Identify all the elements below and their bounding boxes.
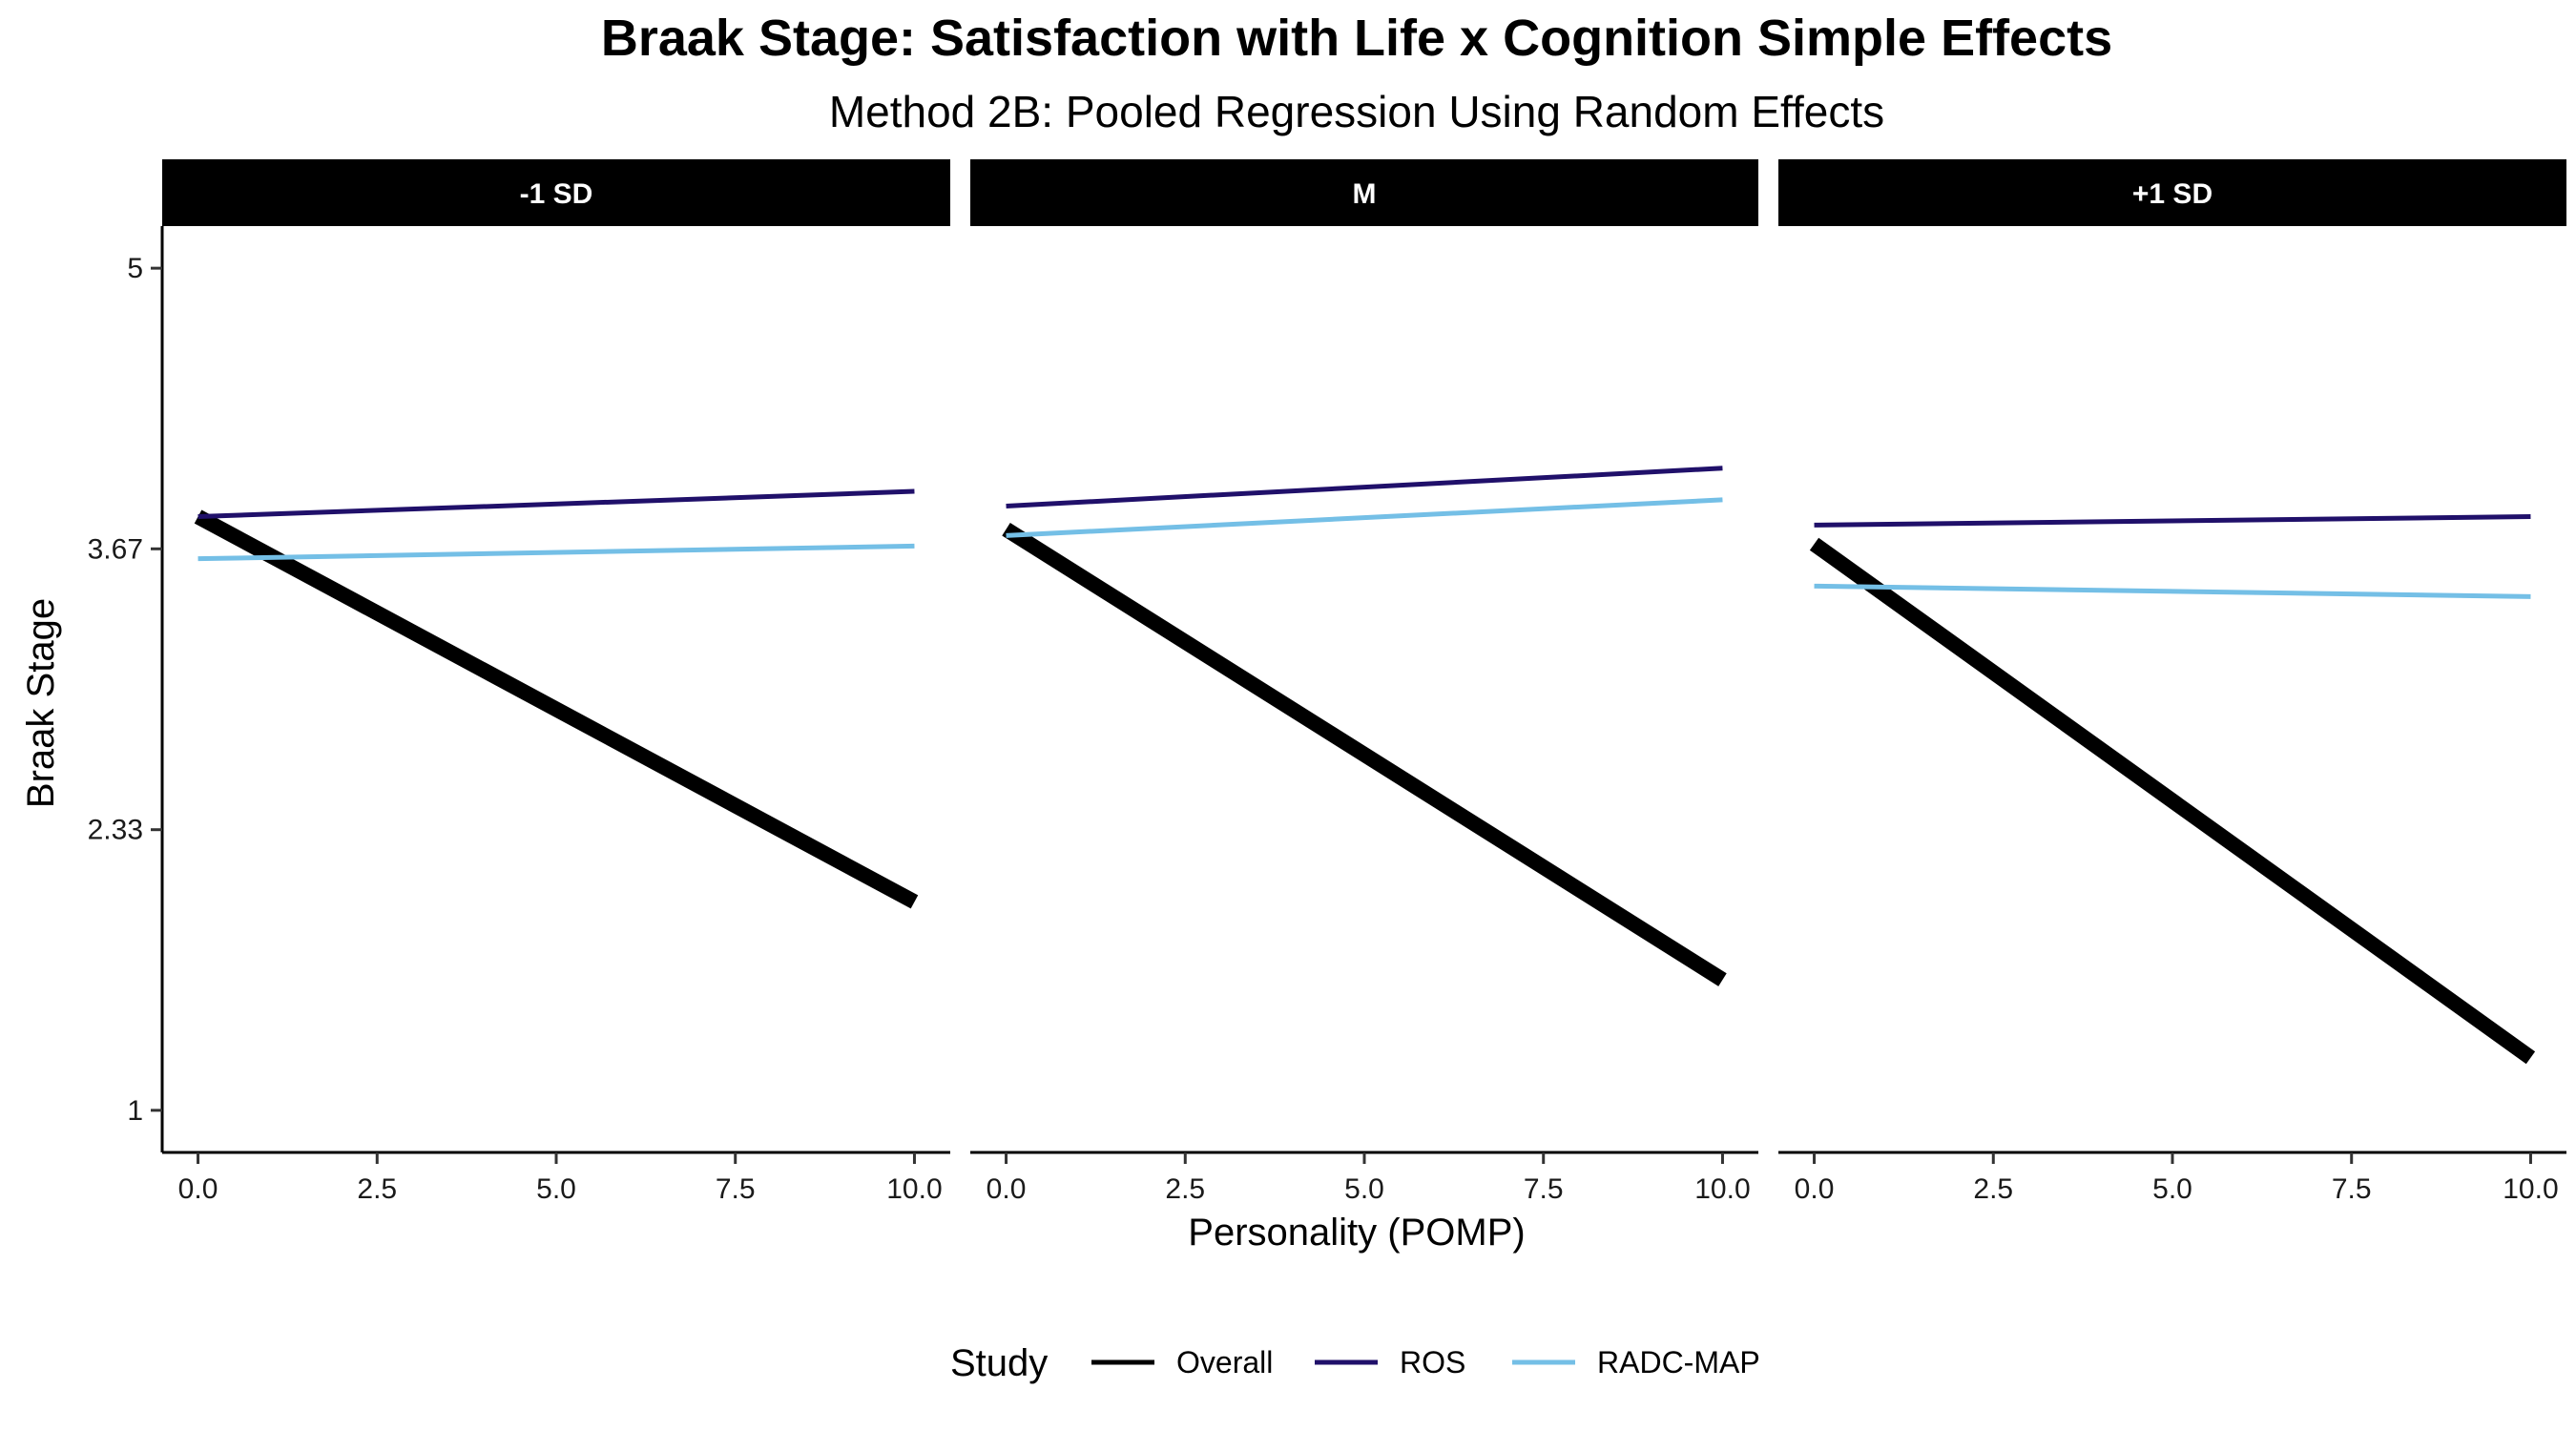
facet-panel: -1 SD 0.0 2.5 5.0 7.5 10.0 <box>162 159 950 1205</box>
y-tick-label: 3.67 <box>88 533 143 565</box>
y-tick-label: 2.33 <box>88 815 143 846</box>
x-axis-title: Personality (POMP) <box>1188 1212 1525 1254</box>
series-line-radc-map <box>197 543 915 562</box>
x-tick-label: 0.0 <box>987 1173 1027 1205</box>
x-tick-label: 0.0 <box>178 1173 218 1205</box>
series-line-ros <box>197 488 915 520</box>
series-line-overall <box>1002 523 1727 986</box>
legend: Study Overall ROS RADC-MAP <box>950 1342 1760 1384</box>
y-tick-label: 5 <box>127 253 143 284</box>
facet-strip <box>1778 159 2566 226</box>
series-line-radc-map <box>1006 497 1723 538</box>
series-line-radc-map <box>1814 583 2531 599</box>
series-line-ros <box>1006 466 1723 509</box>
y-axis-title: Braak Stage <box>20 598 62 808</box>
chart-title: Braak Stage: Satisfaction with Life x Co… <box>601 10 2112 67</box>
x-tick-label: 10.0 <box>2503 1173 2558 1205</box>
x-tick-label: 7.5 <box>2332 1173 2372 1205</box>
facet-strip <box>970 159 1758 226</box>
legend-label: Overall <box>1176 1345 1273 1379</box>
facet-strip-label: M <box>1353 178 1377 210</box>
x-tick-label: 2.5 <box>1165 1173 1205 1205</box>
facet-strip <box>162 159 950 226</box>
x-tick-label: 5.0 <box>2152 1173 2192 1205</box>
y-axis: 1 2.33 3.67 5 <box>88 226 164 1152</box>
facet-panels: -1 SD0.0 2.5 5.0 7.5 10.0M0.0 2.5 5.0 7.5 10.0+1… <box>162 159 2566 1205</box>
x-tick-label: 2.5 <box>357 1173 397 1205</box>
x-tick-label: 0.0 <box>1795 1173 1835 1205</box>
series-line-overall <box>194 509 919 909</box>
series-line-overall <box>1809 537 2536 1065</box>
x-tick-label: 2.5 <box>1973 1173 2013 1205</box>
facet-panel: +1 SD 0.0 2.5 5.0 7.5 10.0 <box>1778 159 2566 1205</box>
facet-strip-label: +1 SD <box>2132 178 2212 210</box>
facet-panel: M 0.0 2.5 5.0 7.5 10.0 <box>970 159 1758 1205</box>
x-tick-label: 10.0 <box>1694 1173 1750 1205</box>
facet-strip-label: -1 SD <box>520 178 593 210</box>
series-line-ros <box>1814 514 2531 528</box>
x-tick-label: 5.0 <box>536 1173 576 1205</box>
x-tick-label: 5.0 <box>1344 1173 1384 1205</box>
y-tick-label: 1 <box>127 1095 143 1127</box>
legend-label: ROS <box>1400 1345 1465 1379</box>
x-tick-label: 10.0 <box>886 1173 942 1205</box>
x-tick-label: 7.5 <box>1524 1173 1564 1205</box>
chart-subtitle: Method 2B: Pooled Regression Using Rando… <box>829 87 1884 136</box>
legend-title: Study <box>950 1342 1048 1384</box>
x-tick-label: 7.5 <box>716 1173 756 1205</box>
legend-label: RADC-MAP <box>1597 1345 1760 1379</box>
